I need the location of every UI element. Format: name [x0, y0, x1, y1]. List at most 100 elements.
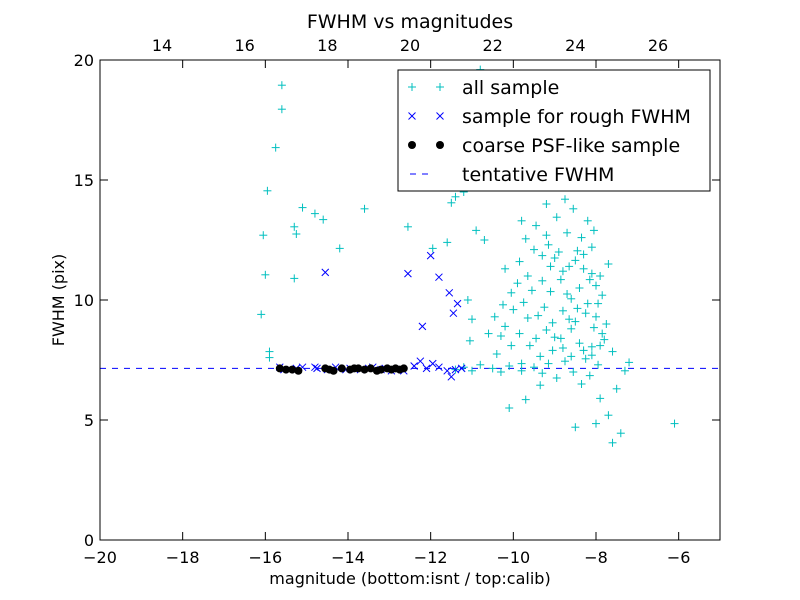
all-sample-point: [507, 341, 516, 350]
all-sample-point: [310, 209, 319, 218]
all-sample-point: [517, 216, 526, 225]
psf-like-sample-point: [275, 364, 284, 373]
legend-marker: [436, 112, 444, 120]
legend-label: sample for rough FWHM: [462, 106, 691, 128]
all-sample-point: [428, 244, 437, 253]
series-x: [275, 251, 466, 381]
all-sample-point: [567, 324, 576, 333]
all-sample-point: [468, 366, 476, 375]
all-sample-point: [592, 312, 600, 321]
psf-like-sample-point: [282, 365, 290, 374]
all-sample-point: [589, 323, 598, 332]
legend-marker: [408, 83, 416, 91]
all-sample-point: [565, 315, 574, 324]
all-sample-point: [589, 226, 598, 235]
all-sample-point: [592, 281, 600, 290]
psf-like-sample-point: [294, 366, 303, 375]
all-sample-point: [507, 288, 516, 297]
all-sample-point: [521, 395, 530, 404]
psf-like-sample-point: [354, 364, 363, 373]
rough-fwhm-sample-point: [321, 268, 330, 277]
all-sample-point: [515, 329, 524, 338]
all-sample-point: [290, 274, 299, 283]
all-sample-point: [581, 309, 590, 318]
all-sample-point: [579, 346, 588, 355]
all-sample-point: [594, 360, 603, 369]
all-sample-point: [548, 346, 557, 355]
all-sample-point: [604, 260, 613, 268]
all-sample-point: [612, 384, 621, 393]
all-sample-point: [292, 230, 301, 238]
all-sample-point: [403, 222, 412, 231]
rough-fwhm-sample-point: [422, 364, 431, 373]
all-sample-point: [569, 204, 578, 213]
rough-fwhm-sample-point: [426, 251, 435, 260]
all-sample-point: [583, 299, 592, 308]
top-x-tick-label: 16: [234, 36, 254, 55]
all-sample-point: [517, 366, 526, 375]
all-sample-point: [536, 381, 545, 390]
legend-box: [397, 69, 711, 192]
tick-layer: −20 −18 −16 −14 −12 −10 −8 −6 14 16 18 20 22 24 26 0 5 10…: [74, 36, 720, 567]
all-sample-point: [513, 279, 522, 288]
all-sample-point: [577, 380, 586, 388]
psf-like-sample-point: [329, 366, 338, 375]
all-sample-point: [290, 222, 299, 231]
all-sample-point: [556, 275, 565, 284]
all-sample-point: [542, 200, 551, 208]
all-sample-point: [608, 438, 617, 447]
x-tick-label: −6: [667, 548, 691, 567]
all-sample-point: [561, 195, 569, 204]
all-sample-point: [598, 291, 607, 300]
all-sample-point: [579, 250, 588, 259]
scatter-points-layer: [257, 65, 679, 447]
all-sample-point: [573, 304, 582, 313]
y-tick-label: 10: [74, 291, 94, 310]
rough-fwhm-sample-point: [416, 357, 425, 366]
all-sample-point: [587, 351, 596, 360]
top-x-tick-label: 22: [482, 36, 502, 55]
x-tick-label: −12: [414, 548, 448, 567]
all-sample-point: [538, 276, 547, 285]
all-sample-point: [600, 335, 609, 344]
all-sample-point: [496, 368, 505, 376]
all-sample-point: [542, 231, 551, 240]
chart-title: FWHM vs magnitudes: [307, 11, 513, 33]
all-sample-point: [505, 404, 514, 412]
all-sample-point: [530, 363, 538, 372]
legend: all sample sample for rough FWHM coarse PS…: [397, 69, 711, 192]
rough-fwhm-sample-point: [453, 299, 462, 308]
all-sample-point: [538, 369, 547, 378]
psf-like-sample-point: [337, 364, 346, 373]
legend-label: all sample: [462, 77, 559, 99]
rough-fwhm-sample-point: [457, 364, 466, 373]
all-sample-point: [443, 238, 452, 247]
all-sample-point: [542, 326, 551, 334]
all-sample-point: [476, 360, 485, 369]
all-sample-point: [265, 353, 274, 362]
legend-marker: [408, 112, 416, 120]
legend-marker: [436, 83, 444, 91]
all-sample-point: [571, 256, 580, 265]
all-sample-point: [552, 213, 561, 222]
all-sample-point: [575, 339, 584, 348]
all-sample-point: [519, 298, 528, 307]
all-sample-point: [259, 231, 268, 240]
all-sample-point: [544, 359, 553, 368]
rough-fwhm-sample-point: [418, 322, 427, 331]
all-sample-point: [573, 246, 582, 255]
all-sample-point: [625, 358, 634, 367]
all-sample-point: [581, 354, 590, 363]
all-sample-point: [530, 245, 538, 254]
top-x-tick-label: 14: [152, 36, 172, 55]
all-sample-point: [587, 243, 596, 252]
all-sample-point: [596, 341, 605, 350]
psf-like-sample-point: [377, 365, 386, 374]
all-sample-point: [592, 419, 600, 428]
all-sample-point: [527, 286, 536, 295]
all-sample-point: [567, 294, 576, 303]
all-sample-point: [602, 320, 611, 328]
all-sample-point: [257, 310, 266, 319]
